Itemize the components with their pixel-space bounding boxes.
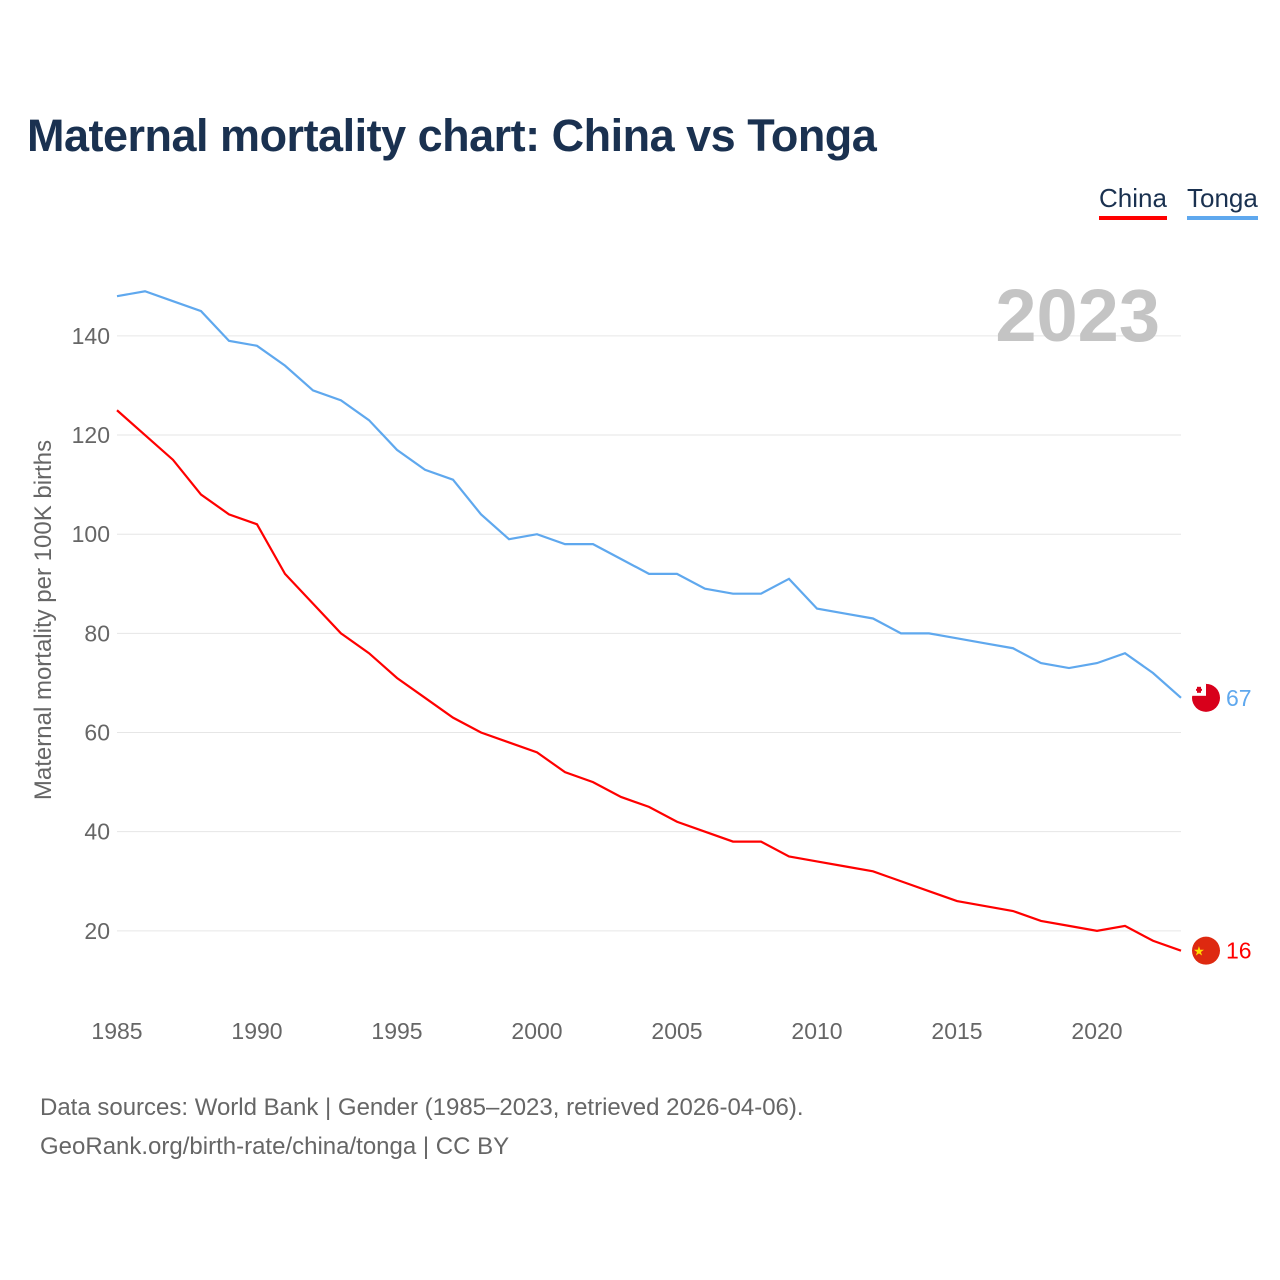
x-tick-label: 1985: [91, 1018, 142, 1044]
end-value-label-china: 16: [1226, 938, 1252, 964]
svg-text:★: ★: [1193, 944, 1205, 959]
y-axis-label: Maternal mortality per 100K births: [30, 440, 57, 800]
legend-china[interactable]: China: [1099, 183, 1167, 220]
chart-title: Maternal mortality chart: China vs Tonga: [27, 110, 877, 161]
source-line-2[interactable]: GeoRank.org/birth-rate/china/tonga | CC …: [40, 1133, 510, 1160]
x-tick-label: 1995: [371, 1018, 422, 1044]
series-line-tonga: [116, 290, 1182, 699]
series-line-china: [116, 409, 1182, 952]
y-tick-label: 120: [72, 422, 110, 448]
y-tick-label: 40: [84, 819, 110, 845]
y-tick-label: 20: [84, 918, 110, 944]
legend-tonga[interactable]: Tonga: [1187, 183, 1258, 220]
x-tick-label: 2020: [1071, 1018, 1122, 1044]
x-tick-label: 2015: [931, 1018, 982, 1044]
source-line-1: Data sources: World Bank | Gender (1985–…: [40, 1094, 804, 1121]
end-value-label-tonga: 67: [1226, 685, 1252, 711]
flag-tonga-icon: [1192, 683, 1220, 712]
y-tick-label: 100: [72, 521, 110, 547]
year-label: 2023: [995, 274, 1160, 357]
x-tick-label: 2005: [651, 1018, 702, 1044]
y-tick-label: 140: [72, 323, 110, 349]
x-tick-label: 2000: [511, 1018, 562, 1044]
y-tick-label: 80: [84, 620, 110, 646]
flag-china-icon: ★: [1192, 936, 1220, 965]
y-tick-label: 60: [84, 720, 110, 746]
x-tick-label: 1990: [231, 1018, 282, 1044]
x-tick-label: 2010: [791, 1018, 842, 1044]
source-note: Data sources: World Bank | Gender (1985–…: [40, 1088, 804, 1166]
